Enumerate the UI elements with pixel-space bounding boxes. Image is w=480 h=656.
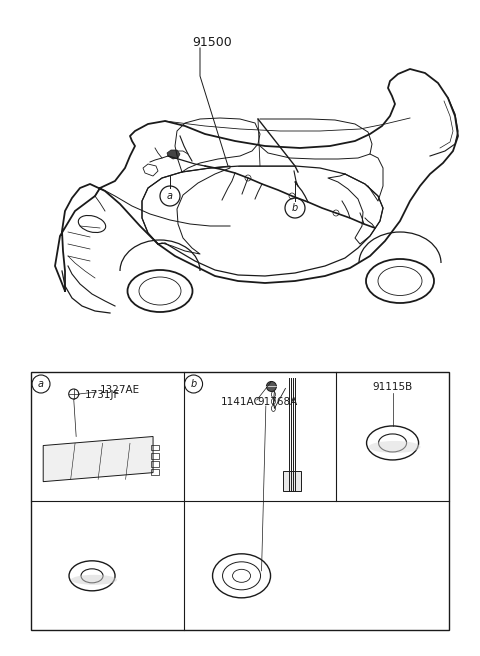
- Text: 1141AC: 1141AC: [221, 397, 262, 407]
- Text: 91500: 91500: [192, 35, 232, 49]
- Bar: [31, 372, 449, 630]
- Text: 91768A: 91768A: [258, 397, 298, 407]
- Text: 1327AE: 1327AE: [99, 385, 140, 395]
- Text: 91115B: 91115B: [372, 382, 413, 392]
- Text: 1731JF: 1731JF: [84, 390, 120, 400]
- Bar: [151, 453, 159, 459]
- Bar: [151, 461, 159, 467]
- Text: a: a: [167, 191, 173, 201]
- Bar: [151, 445, 159, 451]
- Polygon shape: [167, 150, 180, 159]
- Bar: [151, 470, 159, 475]
- Polygon shape: [43, 436, 153, 482]
- Text: b: b: [191, 379, 197, 389]
- Ellipse shape: [71, 575, 117, 584]
- Polygon shape: [143, 164, 158, 176]
- Ellipse shape: [369, 441, 420, 453]
- Text: b: b: [292, 203, 298, 213]
- Circle shape: [266, 381, 276, 392]
- Text: a: a: [38, 379, 44, 389]
- Polygon shape: [283, 471, 301, 491]
